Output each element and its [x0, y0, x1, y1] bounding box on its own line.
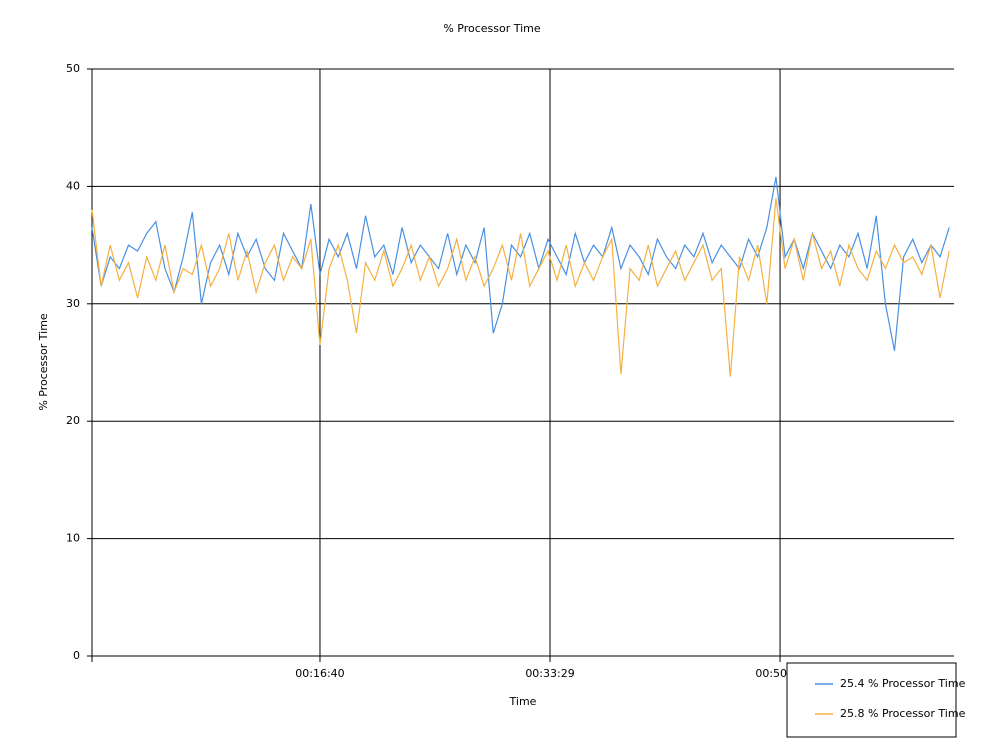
y-tick-label: 40 [66, 179, 80, 192]
x-tick-label: 00:16:40 [295, 667, 344, 680]
y-tick-label: 20 [66, 414, 80, 427]
series-line [91, 198, 950, 377]
legend-box [786, 662, 957, 738]
series-line [91, 176, 950, 351]
y-tick-label: 0 [73, 649, 80, 662]
y-tick-label: 10 [66, 532, 80, 545]
x-axis-label: Time [509, 695, 537, 708]
legend-label: 25.4 % Processor Time [840, 677, 966, 690]
x-tick-label: 00:33:29 [525, 667, 574, 680]
y-axis-label: % Processor Time [37, 313, 50, 411]
y-tick-label: 50 [66, 62, 80, 75]
legend-label: 25.8 % Processor Time [840, 707, 966, 720]
y-tick-label: 30 [66, 297, 80, 310]
chart-title: % Processor Time [443, 22, 541, 35]
